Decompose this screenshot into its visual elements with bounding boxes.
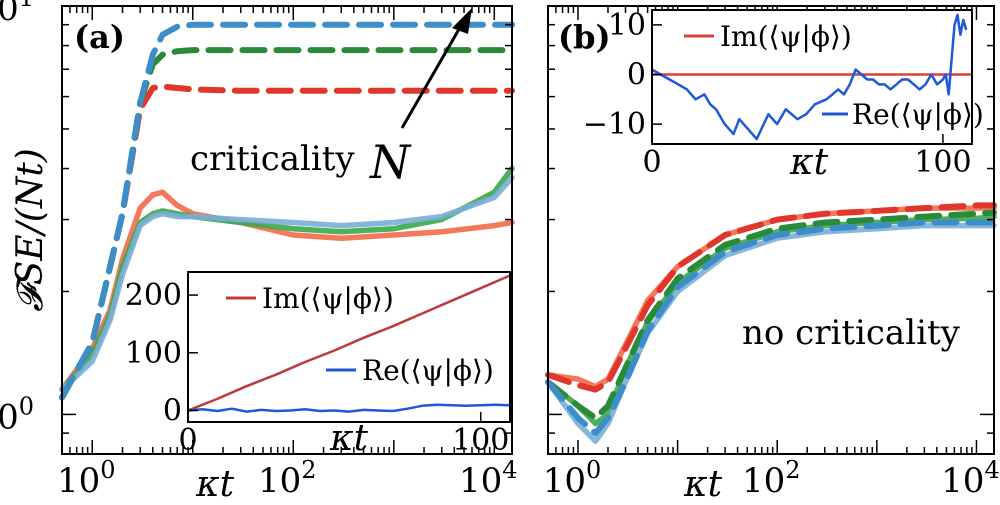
- legend-re-label: Re(⟨ψ|ϕ⟩): [852, 98, 984, 131]
- legend-im-label: Im(⟨ψ|ϕ⟩): [262, 282, 394, 315]
- x-tick-label: 100: [543, 456, 602, 501]
- panel-a-arrow-label: N: [369, 135, 412, 189]
- panel-a-inset-xlabel: κt: [329, 418, 369, 459]
- y-tick-label: 101: [0, 0, 34, 29]
- panel-a-series-3-line: [59, 21, 515, 401]
- panel-a-inset: 0 100 200 0 100 Im(⟨ψ|ϕ⟩) Re(⟨ψ|ϕ⟩) κt: [125, 271, 511, 459]
- y-tick-label: 100: [0, 392, 34, 437]
- panel-a-xlabel: κt: [195, 464, 235, 505]
- inset-a-series-2-line: [187, 403, 511, 413]
- panel-a-inset-ticks: 0 100 200 0 100: [125, 278, 510, 458]
- panel-a-annotation: criticality: [190, 139, 355, 179]
- inset-x-tick-label: 100: [452, 423, 509, 458]
- panel-a: 100102104100101 (a) criticality N 010020…: [0, 0, 518, 505]
- x-tick-label: 104: [459, 456, 518, 501]
- inset-a-series-1-line: [187, 274, 511, 412]
- panel-a-ticks: 100102104100101: [0, 0, 518, 501]
- panel-a-ylabel: 𝓕SE/(Nt): [10, 148, 51, 312]
- panel-a-series-group: [59, 21, 515, 401]
- panel-a-series-6-line: [59, 174, 515, 393]
- inset-b-series-2-line: [651, 13, 968, 141]
- inset-y-tick-label: 200: [125, 278, 182, 313]
- legend-re-label: Re(⟨ψ|ϕ⟩): [362, 354, 494, 387]
- panel-a-label: (a): [74, 18, 125, 56]
- panel-b-ticks: 100 102 104: [543, 5, 1000, 501]
- panel-b-inset-legend-re: Re(⟨ψ|ϕ⟩): [822, 98, 984, 131]
- panel-b-inset-legend-im: Im(⟨ψ|ϕ⟩): [684, 20, 852, 53]
- x-tick-label: 100: [57, 456, 116, 501]
- panel-b-xlabel: κt: [683, 464, 723, 505]
- inset-y-tick-label: 0: [163, 393, 182, 428]
- panel-b-inset-bg: [652, 10, 972, 144]
- x-tick-label: 102: [258, 456, 317, 501]
- panel-b-label: (b): [558, 18, 611, 56]
- inset-x-tick-label: 0: [642, 145, 661, 180]
- panel-a-frame: [61, 5, 513, 455]
- inset-x-tick-label: 0: [178, 423, 197, 458]
- panel-a-arrow: [400, 8, 472, 129]
- panel-a-inset-legend-re: Re(⟨ψ|ϕ⟩): [326, 354, 494, 387]
- panel-b-series-1-line: [545, 202, 997, 393]
- inset-y-tick-label: 100: [125, 336, 182, 371]
- panel-b-series-6-line: [545, 222, 997, 444]
- x-tick-label: 102: [742, 456, 801, 501]
- x-tick-label: 104: [941, 456, 1000, 501]
- panel-b-inset-series-group: [651, 13, 972, 141]
- panel-b-series-3-line: [545, 219, 997, 437]
- inset-y-tick-label: 0: [627, 58, 646, 93]
- panel-b-frame: [547, 5, 995, 455]
- panel-a-inset-series-group: [187, 274, 511, 413]
- legend-im-label: Im(⟨ψ|ϕ⟩): [720, 20, 852, 53]
- panel-a-series-2-line: [59, 47, 515, 401]
- panel-a-inset-legend-im: Im(⟨ψ|ϕ⟩): [226, 282, 394, 315]
- panel-b-annotation: no criticality: [742, 313, 961, 353]
- panel-b-inset-xlabel: κt: [789, 142, 829, 183]
- panel-b-series-group: [545, 202, 997, 444]
- inset-y-tick-label: 10: [608, 8, 646, 43]
- inset-y-tick-label: −10: [583, 107, 646, 142]
- panel-a-inset-frame: [187, 271, 511, 423]
- inset-x-tick-label: 100: [914, 145, 971, 180]
- panel-b-inset-frame: [651, 9, 973, 145]
- panel-b-series-2-line: [545, 209, 997, 421]
- panel-a-series-1-line: [59, 83, 515, 401]
